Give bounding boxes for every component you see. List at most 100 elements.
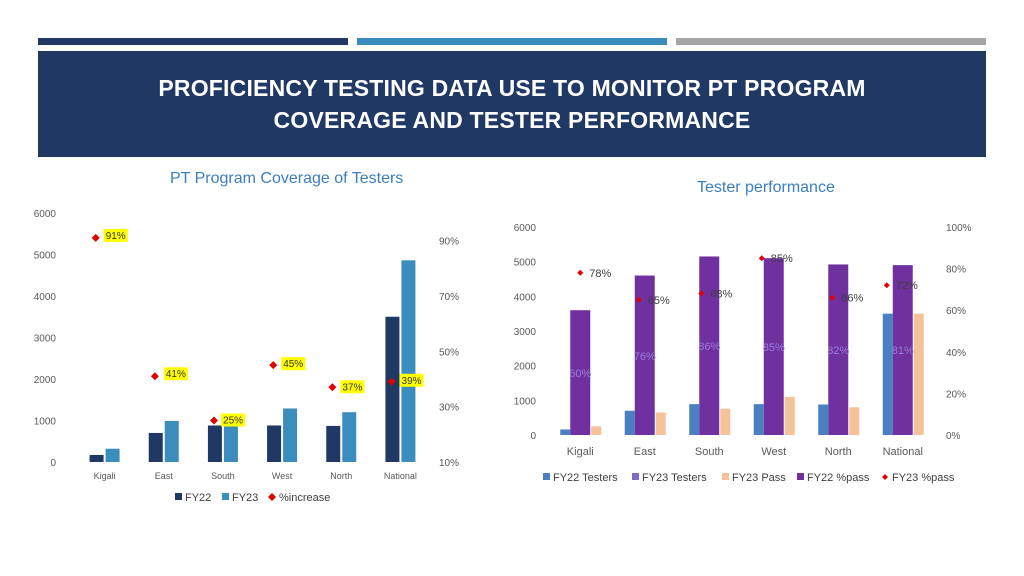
fy23-pass-marker bbox=[635, 296, 642, 303]
increase-data-label: 25% bbox=[223, 416, 243, 427]
y-left-tick-label: 6000 bbox=[514, 223, 537, 234]
legend-label: FY23 %pass bbox=[892, 472, 955, 484]
y-right-tick-label: 90% bbox=[439, 237, 459, 248]
increase-label-bg bbox=[103, 228, 128, 242]
bar-fy22-testers bbox=[560, 429, 571, 435]
y-right-tick-label: 70% bbox=[439, 292, 459, 303]
increase-marker bbox=[269, 361, 278, 370]
x-tick-label: East bbox=[155, 471, 174, 481]
bar-fy22 bbox=[267, 425, 282, 462]
y-left-tick-label: 2000 bbox=[514, 362, 537, 373]
fy23-pass-data-label: 78% bbox=[589, 268, 611, 280]
bar-fy22-testers bbox=[753, 404, 764, 435]
increase-marker bbox=[91, 233, 100, 242]
y-left-tick-label: 4000 bbox=[34, 292, 57, 303]
fy23-pass-marker bbox=[577, 269, 584, 276]
y-left-tick-label: 4000 bbox=[514, 292, 537, 303]
bar-fy23-pass bbox=[784, 396, 795, 435]
legend-swatch bbox=[222, 493, 229, 500]
increase-label-bg bbox=[221, 413, 246, 427]
x-tick-label: West bbox=[761, 446, 786, 458]
fy23-pass-marker bbox=[758, 255, 765, 262]
bar-fy22-testers bbox=[882, 313, 893, 435]
top-accent-strip-gray bbox=[676, 38, 986, 45]
legend-label: FY23 Testers bbox=[642, 472, 707, 484]
fy23-pass-data-label: 66% bbox=[841, 293, 863, 305]
y-right-tick-label: 100% bbox=[946, 223, 972, 234]
bar-fy22-pass bbox=[892, 265, 913, 435]
legend-label: FY23 Pass bbox=[732, 472, 786, 484]
increase-data-label: 39% bbox=[402, 376, 422, 387]
bar-fy23 bbox=[223, 416, 238, 462]
y-left-tick-label: 5000 bbox=[514, 258, 537, 269]
increase-marker bbox=[150, 372, 159, 381]
bar-fy22-testers bbox=[689, 404, 700, 435]
y-left-tick-label: 1000 bbox=[34, 417, 57, 428]
legend-swatch bbox=[882, 474, 888, 480]
performance-chart-title: Tester performance bbox=[697, 179, 835, 196]
legend-swatch bbox=[722, 473, 729, 480]
pass-data-label: 86% bbox=[698, 341, 720, 353]
x-tick-label: South bbox=[695, 446, 724, 458]
bar-fy22 bbox=[148, 432, 163, 462]
x-tick-label: East bbox=[634, 446, 656, 458]
x-tick-label: North bbox=[825, 446, 852, 458]
increase-data-label: 41% bbox=[166, 369, 186, 380]
y-right-tick-label: 30% bbox=[439, 403, 459, 414]
y-right-tick-label: 40% bbox=[946, 348, 966, 359]
fy23-pass-data-label: 85% bbox=[771, 253, 793, 265]
y-left-tick-label: 2000 bbox=[34, 375, 57, 386]
fy23-pass-data-label: 65% bbox=[648, 295, 670, 307]
fy23-pass-marker bbox=[883, 282, 890, 289]
bar-fy23-pass bbox=[849, 407, 860, 435]
bar-fy22 bbox=[326, 425, 341, 462]
increase-label-bg bbox=[163, 367, 188, 381]
legend-label: FY22 bbox=[185, 492, 211, 504]
legend-swatch bbox=[797, 473, 804, 480]
bar-fy23 bbox=[342, 412, 357, 462]
bar-fy22 bbox=[207, 425, 222, 462]
legend-swatch bbox=[543, 473, 550, 480]
y-left-tick-label: 3000 bbox=[514, 327, 537, 338]
top-accent-strip-blue bbox=[357, 38, 667, 45]
x-tick-label: National bbox=[883, 446, 923, 458]
x-tick-label: National bbox=[384, 471, 417, 481]
bar-fy22 bbox=[385, 316, 400, 462]
bar-fy22-testers bbox=[624, 410, 635, 435]
legend-label: FY22 %pass bbox=[807, 472, 870, 484]
y-left-tick-label: 0 bbox=[50, 458, 56, 469]
bar-fy23-pass bbox=[655, 412, 666, 435]
fy23-pass-data-label: 68% bbox=[710, 289, 732, 301]
x-tick-label: West bbox=[272, 471, 293, 481]
y-left-tick-label: 3000 bbox=[34, 334, 57, 345]
bar-fy23 bbox=[164, 420, 179, 462]
pass-data-label: 85% bbox=[763, 342, 785, 354]
y-right-tick-label: 0% bbox=[946, 431, 961, 442]
bar-fy22-testers bbox=[818, 404, 829, 435]
x-tick-label: Kigali bbox=[94, 471, 116, 481]
pass-data-label: 82% bbox=[827, 345, 849, 357]
x-tick-label: Kigali bbox=[567, 446, 594, 458]
top-accent-strip-navy bbox=[38, 38, 348, 45]
increase-data-label: 91% bbox=[106, 231, 126, 242]
increase-data-label: 37% bbox=[342, 382, 362, 393]
bar-fy23 bbox=[401, 260, 416, 462]
x-tick-label: South bbox=[211, 471, 235, 481]
increase-marker bbox=[328, 383, 337, 392]
bar-fy23-pass bbox=[720, 408, 731, 435]
bar-fy22-pass bbox=[634, 275, 655, 435]
bar-fy22-pass bbox=[763, 258, 784, 435]
y-right-tick-label: 50% bbox=[439, 347, 459, 358]
pass-data-label: 60% bbox=[569, 368, 591, 380]
legend-label: FY22 Testers bbox=[553, 472, 618, 484]
bar-fy22-pass bbox=[828, 264, 849, 435]
y-left-tick-label: 0 bbox=[530, 431, 536, 442]
increase-label-bg bbox=[340, 380, 365, 394]
y-right-tick-label: 20% bbox=[946, 389, 966, 400]
bar-fy22-pass bbox=[699, 256, 720, 435]
bar-fy23 bbox=[105, 448, 120, 462]
y-right-tick-label: 10% bbox=[439, 458, 459, 469]
legend-swatch bbox=[268, 493, 276, 501]
bar-fy22 bbox=[89, 454, 104, 462]
